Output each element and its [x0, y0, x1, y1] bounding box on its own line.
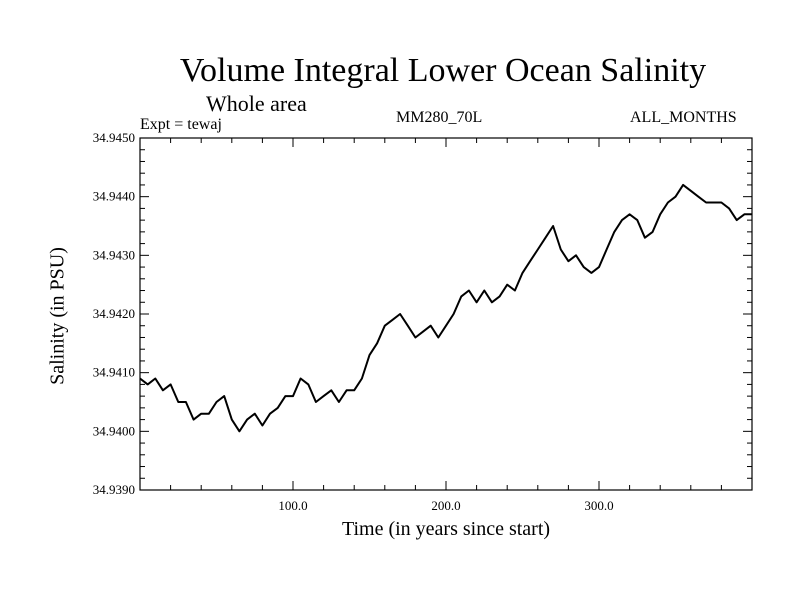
x-tick-label: 200.0 [431, 498, 460, 513]
axis-ticks [140, 137, 752, 491]
y-tick-label: 34.9410 [93, 365, 135, 380]
x-tick-label: 300.0 [584, 498, 613, 513]
y-tick-label: 34.9440 [93, 189, 135, 204]
x-axis-label: Time (in years since start) [341, 518, 551, 540]
x-tick-label: 100.0 [278, 498, 307, 513]
experiment-label: Expt = tewaj [140, 116, 222, 133]
series-line [139, 183, 752, 433]
plot-frame [139, 137, 753, 491]
chart-subtitle: Whole area [206, 91, 307, 116]
chart-title: Volume Integral Lower Ocean Salinity [179, 52, 707, 89]
y-tick-label: 34.9450 [93, 130, 135, 145]
model-label: MM280_70L [396, 109, 483, 126]
y-tick-label: 34.9420 [93, 306, 135, 321]
y-tick-label: 34.9430 [93, 247, 135, 262]
y-tick-label: 34.9400 [93, 423, 135, 438]
y-axis-label: Salinity (in PSU) [46, 247, 69, 385]
y-tick-label: 34.9390 [93, 482, 135, 497]
series-group [139, 183, 752, 433]
axis-tick-labels: 100.0 200.0 300.0 34.9390 34.9400 34.9410 34.9… [93, 130, 614, 513]
months-label: ALL_MONTHS [630, 109, 737, 126]
